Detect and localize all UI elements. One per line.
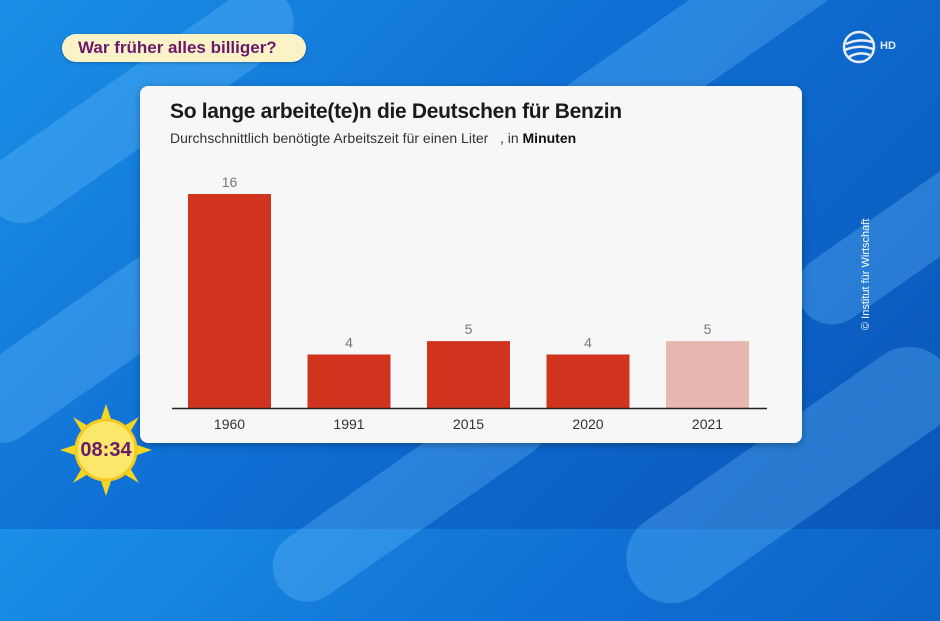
bar-1960: [188, 194, 271, 408]
bar-2020: [546, 354, 630, 408]
topic-text: War früher alles billiger?: [78, 38, 277, 57]
chart-subtitle-text: Durchschnittlich benötigte Arbeitszeit f…: [170, 130, 523, 146]
chart-subtitle: Durchschnittlich benötigte Arbeitszeit f…: [170, 130, 576, 146]
x-tick-label-2015: 2015: [453, 416, 484, 432]
chart-card: So lange arbeite(te)n die Deutschen für …: [140, 86, 802, 443]
data-label-2021: 5: [704, 321, 712, 337]
data-label-2020: 4: [584, 335, 592, 351]
chart-title: So lange arbeite(te)n die Deutschen für …: [170, 100, 622, 123]
topic-banner: War früher alles billiger?: [62, 34, 306, 62]
x-tick-label-1991: 1991: [333, 416, 364, 432]
bar-1991: [307, 354, 391, 408]
bar-2021: [666, 341, 749, 408]
hd-badge: HD: [880, 40, 896, 52]
data-label-1991: 4: [345, 335, 353, 351]
source-credit-text: © Institut für Wirtschaft: [860, 218, 872, 330]
chart-unit: Minuten: [522, 130, 577, 146]
x-tick-label-2020: 2020: [572, 416, 603, 432]
x-tick-label-2021: 2021: [692, 416, 723, 432]
data-label-1960: 16: [222, 174, 238, 190]
bar-chart: 16 1960 4 1991 5 2015 4 2020 5 2021: [172, 174, 767, 432]
x-tick-label-1960: 1960: [214, 416, 245, 432]
bar-2015: [427, 341, 510, 408]
data-label-2015: 5: [465, 321, 473, 337]
sun-icon: [60, 404, 152, 496]
clock: 08:34: [58, 402, 154, 498]
sat1-ball-icon: [842, 30, 876, 64]
source-credit: © Institut für Wirtschaft: [858, 195, 874, 330]
clock-time: 08:34: [80, 438, 132, 461]
